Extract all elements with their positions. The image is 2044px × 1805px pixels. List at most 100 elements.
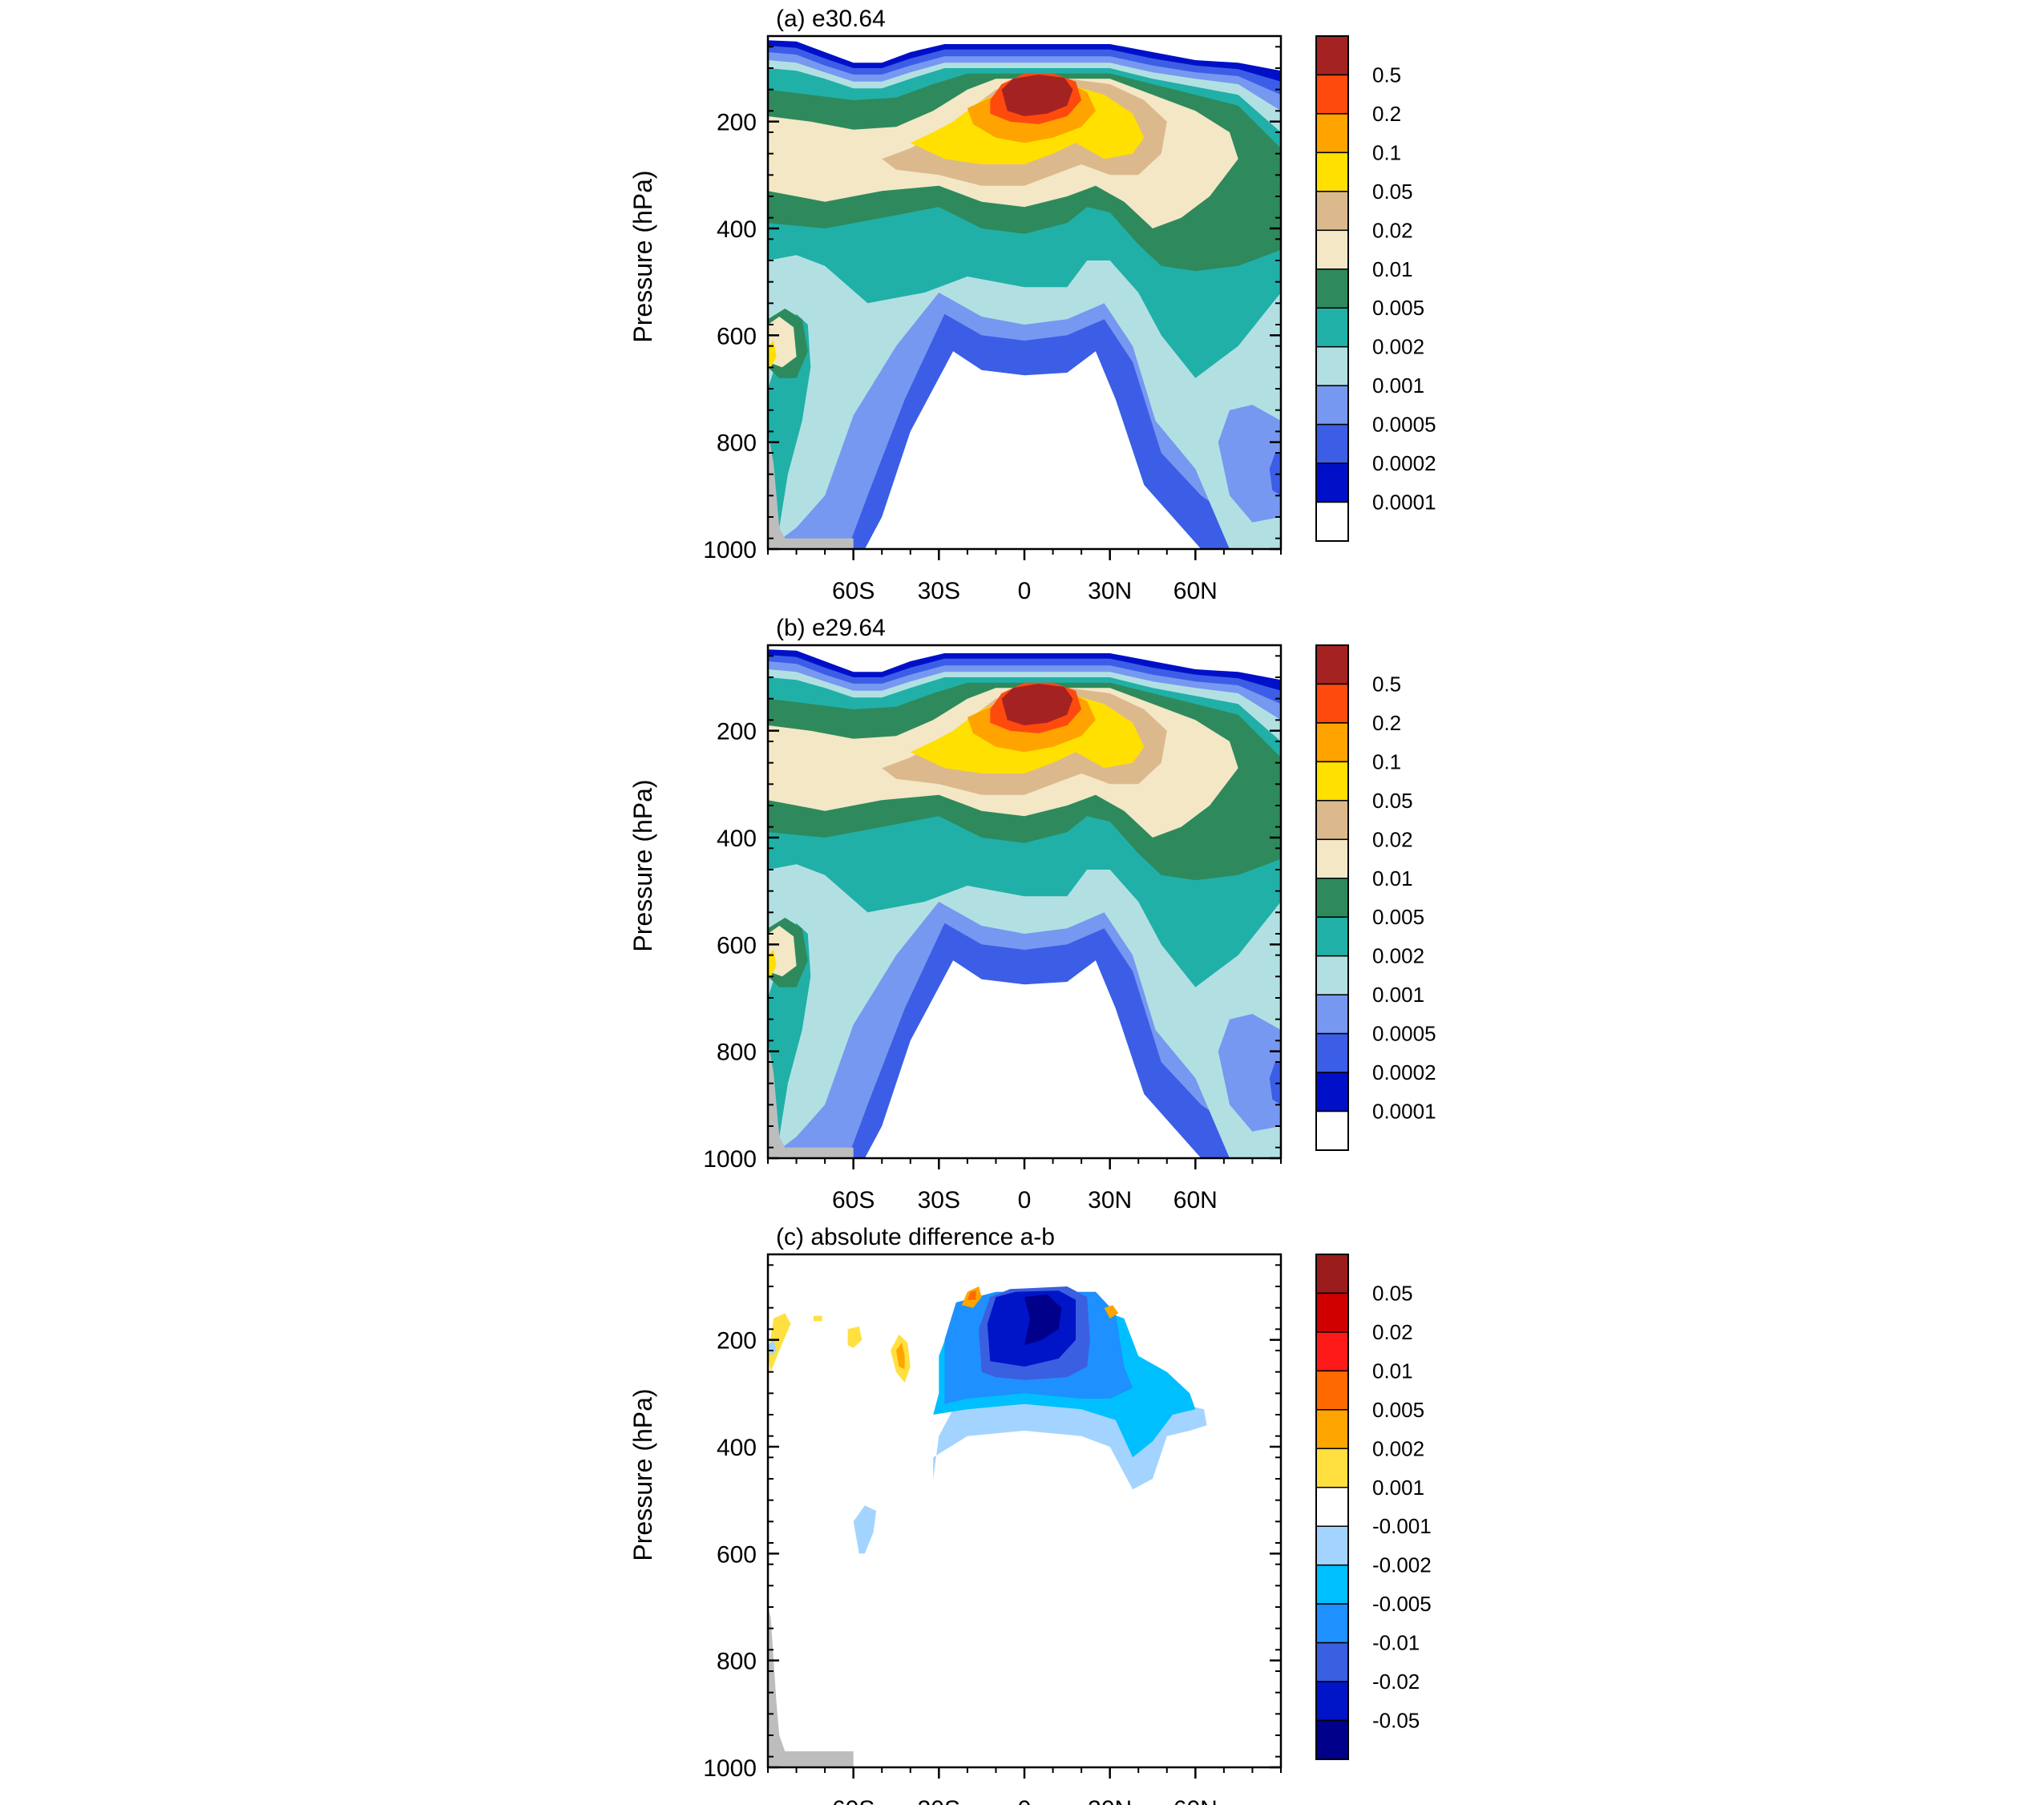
colorbar-label: 0.001 <box>1372 983 1424 1007</box>
colorbar-label: 0.2 <box>1372 102 1401 126</box>
colorbar-swatch <box>1315 878 1349 918</box>
colorbar-swatch <box>1315 1525 1349 1566</box>
y-tick-label: 800 <box>717 430 757 457</box>
colorbar-swatch <box>1315 1370 1349 1411</box>
colorbar-label: 0.002 <box>1372 944 1424 968</box>
colorbar-label: 0.002 <box>1372 1436 1424 1460</box>
contour-fill <box>768 36 1281 549</box>
colorbar-swatch <box>1315 113 1349 154</box>
colorbar-label: 0.0001 <box>1372 1100 1436 1124</box>
colorbar-label: 0.02 <box>1372 1320 1413 1344</box>
contour-fill <box>768 645 1281 1158</box>
colorbar-label: 0.05 <box>1372 180 1413 204</box>
colorbar: 0.5 0.2 0.1 0.05 0.02 0.01 0.005 0.002 0.001 0.00… <box>1315 35 1436 542</box>
colorbar-swatch <box>1315 1681 1349 1722</box>
colorbar-swatch <box>1315 1487 1349 1527</box>
colorbar-swatch <box>1315 644 1349 685</box>
colorbar: 0.05 0.02 0.01 0.005 0.002 0.001 -0.001 -0.002 -… <box>1315 1254 1432 1760</box>
colorbar-label: 0.01 <box>1372 1359 1413 1383</box>
colorbar-swatch <box>1315 1254 1349 1294</box>
colorbar-label: 0.0002 <box>1372 451 1436 475</box>
contour-band <box>1218 405 1281 523</box>
x-tick-label: 60S <box>832 1187 875 1213</box>
colorbar-frame <box>1315 35 1349 542</box>
colorbar-label: -0.02 <box>1372 1670 1420 1694</box>
colorbar-label: 0.005 <box>1372 1398 1424 1422</box>
colorbar-label: -0.01 <box>1372 1631 1420 1655</box>
colorbar-label: 0.005 <box>1372 905 1424 929</box>
surface-mask <box>768 1040 854 1158</box>
y-axis-label: Pressure (hPa) <box>628 1388 657 1561</box>
panel-c: (c) absolute difference a-b 200 400 600 800 1… <box>628 1224 1432 1805</box>
surface-mask <box>768 431 854 549</box>
colorbar-label: 0.005 <box>1372 296 1424 320</box>
x-tick-label: 60N <box>1173 1187 1218 1213</box>
colorbar-label: 0.001 <box>1372 374 1424 398</box>
contour-band <box>1104 1305 1119 1318</box>
colorbar-label: 0.0005 <box>1372 1022 1436 1046</box>
colorbar-swatch <box>1315 1641 1349 1682</box>
x-tick-label: 30S <box>918 1187 960 1213</box>
colorbar-swatch <box>1315 838 1349 879</box>
y-tick-label: 200 <box>717 110 757 136</box>
panel-title: (a) e30.64 <box>776 6 886 32</box>
contour-band <box>768 1313 791 1372</box>
colorbar-label: 0.1 <box>1372 140 1401 164</box>
colorbar-label: 0.01 <box>1372 257 1413 281</box>
y-axis-label: Pressure (hPa) <box>628 170 657 342</box>
x-tick-label: 0 <box>1018 578 1032 604</box>
colorbar-label: 0.0002 <box>1372 1060 1436 1084</box>
colorbar-swatch <box>1315 722 1349 763</box>
y-axis-label: Pressure (hPa) <box>628 779 657 951</box>
colorbar-swatch <box>1315 1448 1349 1488</box>
colorbar-label: 0.05 <box>1372 789 1413 813</box>
colorbar-swatch <box>1315 1331 1349 1372</box>
y-tick-label: 600 <box>717 1541 757 1568</box>
y-tick-label: 400 <box>717 1435 757 1461</box>
y-tick-label: 800 <box>717 1040 757 1066</box>
contour-fill <box>768 1286 1207 1767</box>
colorbar-label: 0.001 <box>1372 1476 1424 1500</box>
contour-band <box>1218 1014 1281 1132</box>
y-tick-label: 1000 <box>703 537 757 563</box>
contour-band <box>847 1326 862 1348</box>
colorbar-swatch <box>1315 800 1349 841</box>
x-tick-label: 0 <box>1018 1796 1032 1805</box>
panel-a: (a) e30.64 200 400 600 800 1000 Pressure (hPa)… <box>628 6 1436 604</box>
colorbar-label: 0.01 <box>1372 866 1413 890</box>
panel-title: (c) absolute difference a-b <box>776 1224 1055 1250</box>
contour-band <box>813 1315 822 1322</box>
colorbar-swatch <box>1315 1409 1349 1450</box>
y-tick-label: 200 <box>717 719 757 745</box>
colorbar-label: 0.5 <box>1372 672 1401 696</box>
colorbar-label: 0.02 <box>1372 218 1413 242</box>
surface-mask <box>768 1607 854 1767</box>
y-tick-label: 1000 <box>703 1146 757 1173</box>
contour-band <box>1001 75 1073 116</box>
colorbar-swatch <box>1315 683 1349 724</box>
contour-band <box>1001 684 1073 725</box>
colorbar-frame <box>1315 644 1349 1151</box>
colorbar-frame <box>1315 1254 1349 1760</box>
y-tick-label: 400 <box>717 826 757 852</box>
colorbar-swatch <box>1315 1603 1349 1644</box>
contour-band <box>768 950 777 977</box>
colorbar-swatch <box>1315 307 1349 348</box>
y-tick-label: 600 <box>717 932 757 959</box>
contour-band <box>896 1343 905 1370</box>
colorbar-label: 0.5 <box>1372 63 1401 87</box>
x-tick-label: 0 <box>1018 1187 1032 1213</box>
colorbar-swatch <box>1315 269 1349 309</box>
y-tick-label: 600 <box>717 323 757 349</box>
colorbar-swatch <box>1315 151 1349 192</box>
colorbar-label: 0.05 <box>1372 1281 1413 1305</box>
colorbar-swatch <box>1315 35 1349 76</box>
contour-band <box>967 1290 976 1300</box>
x-tick-label: 60N <box>1173 1796 1218 1805</box>
colorbar-label: -0.05 <box>1372 1709 1420 1733</box>
contour-band <box>1024 1294 1062 1346</box>
colorbar-label: 0.2 <box>1372 711 1401 735</box>
colorbar-swatch <box>1315 1110 1349 1151</box>
colorbar-swatch <box>1315 501 1349 542</box>
